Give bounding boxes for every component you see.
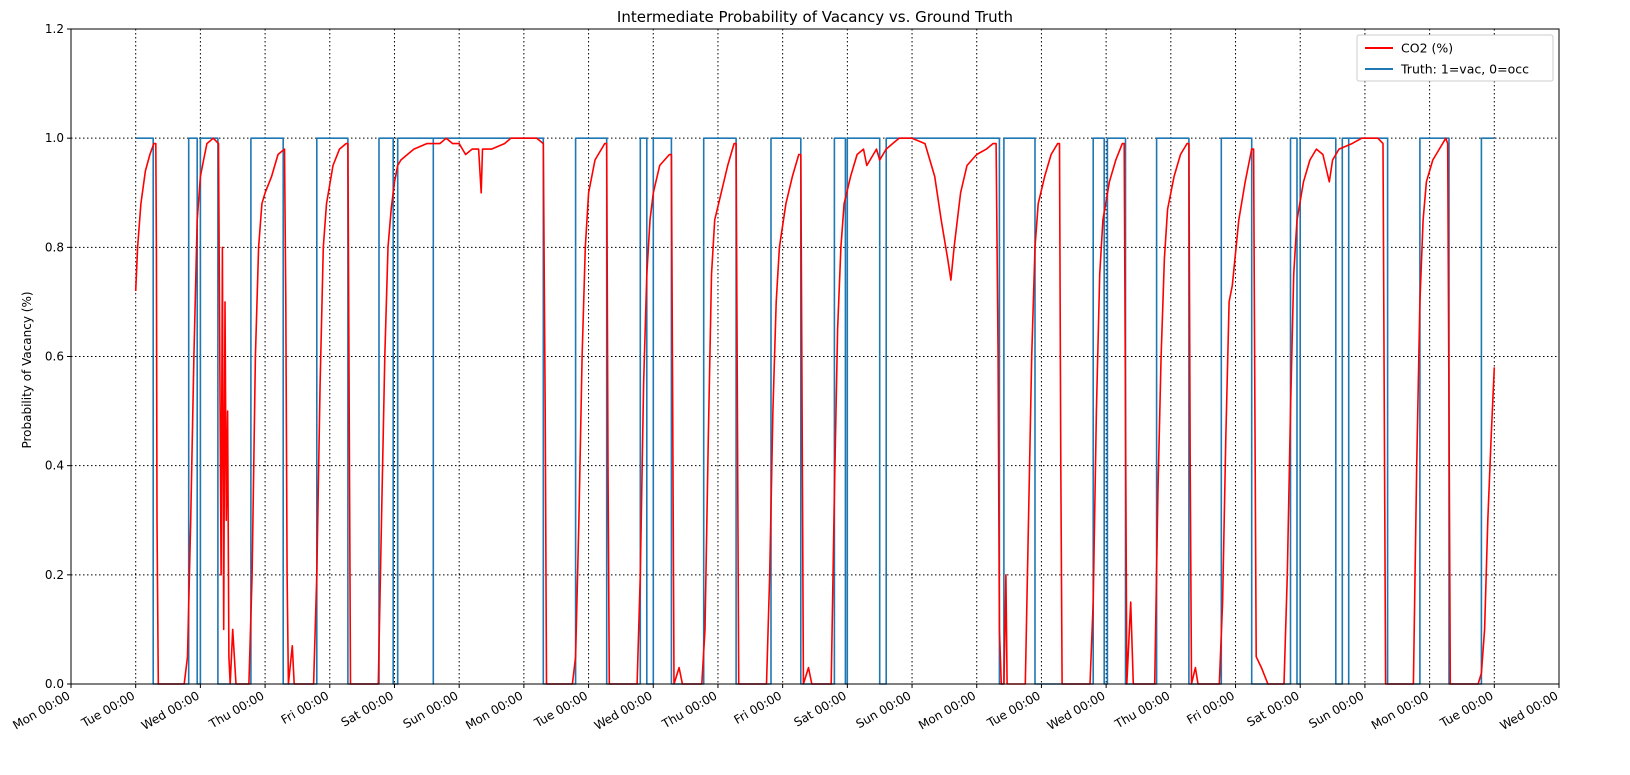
legend: CO2 (%) Truth: 1=vac, 0=occ — [1356, 34, 1554, 82]
x-tick-label: Sun 00:00 — [1306, 688, 1366, 731]
y-tick-label: 1.2 — [45, 22, 64, 36]
x-tick-label: Tue 00:00 — [1437, 688, 1496, 730]
x-tick-label: Fri 00:00 — [279, 688, 332, 726]
y-tick-label: 0.0 — [45, 677, 64, 691]
x-tick-label: Tue 00:00 — [78, 688, 137, 730]
legend-box — [1356, 34, 1554, 82]
x-tick-label: Thu 00:00 — [1112, 688, 1173, 731]
x-tick-label: Mon 00:00 — [463, 688, 525, 732]
x-tick-label: Wed 00:00 — [139, 688, 202, 732]
x-tick-label: Sat 00:00 — [1244, 688, 1301, 729]
y-tick-label: 0.8 — [45, 240, 64, 254]
x-tick-label: Wed 00:00 — [592, 688, 655, 732]
legend-entry: Truth: 1=vac, 0=occ — [1400, 62, 1529, 77]
x-tick-label: Fri 00:00 — [732, 688, 785, 726]
x-tick-label: Fri 00:00 — [1184, 688, 1237, 726]
x-tick-label: Thu 00:00 — [659, 688, 720, 731]
y-axis-label: Probability of Vacancy (%) — [20, 291, 34, 448]
y-tick-label: 1.0 — [45, 131, 64, 145]
x-tick-label: Sun 00:00 — [854, 688, 914, 731]
y-tick-label: 0.2 — [45, 568, 64, 582]
x-tick-label: Thu 00:00 — [206, 688, 267, 731]
y-tick-label: 0.4 — [45, 459, 64, 473]
axes: Mon 00:00 Tue 00:00 Wed 00:00 Thu 00:00 Fri … — [10, 22, 1560, 733]
x-tick-label: Wed 00:00 — [1498, 688, 1561, 732]
x-tick-label: Tue 00:00 — [984, 688, 1043, 730]
x-tick-label: Sat 00:00 — [792, 688, 849, 729]
x-tick-label: Sun 00:00 — [401, 688, 461, 731]
x-tick-label: Wed 00:00 — [1045, 688, 1108, 732]
x-tick-label: Tue 00:00 — [531, 688, 590, 730]
chart-title: Intermediate Probability of Vacancy vs. … — [617, 8, 1013, 26]
x-tick-label: Sat 00:00 — [339, 688, 396, 729]
series-line-co2 — [134, 137, 1496, 685]
x-tick-label: Mon 00:00 — [1369, 688, 1431, 732]
x-tick-label: Mon 00:00 — [10, 688, 72, 732]
series-layer — [134, 137, 1496, 685]
x-tick-label: Mon 00:00 — [916, 688, 978, 732]
legend-entry: CO2 (%) — [1401, 41, 1453, 56]
y-tick-label: 0.6 — [45, 350, 64, 364]
